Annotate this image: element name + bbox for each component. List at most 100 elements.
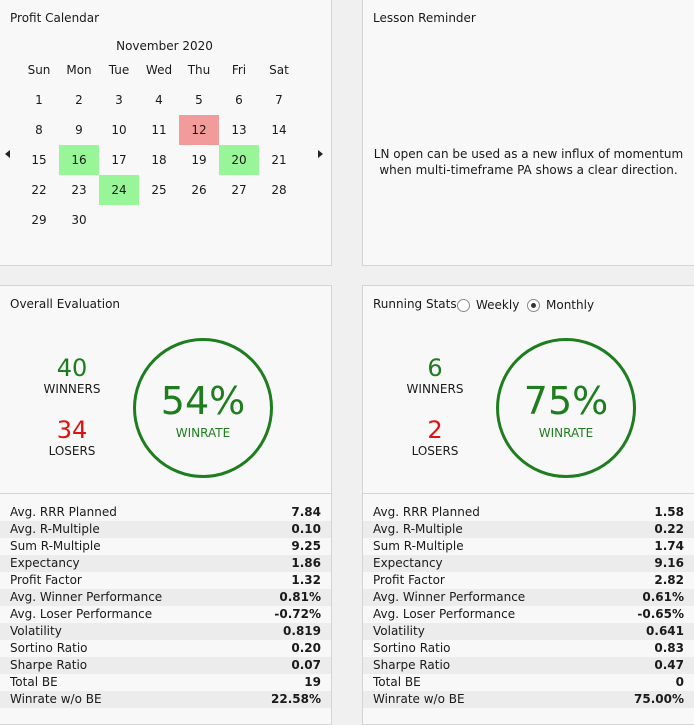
stat-row: Avg. RRR Planned 1.58 [363,504,694,521]
calendar-day[interactable]: 5 [195,93,203,107]
divider [0,493,331,494]
calendar-day[interactable]: 3 [115,93,123,107]
stat-value: 0.61% [642,590,684,604]
monthly-radio[interactable]: Monthly [527,298,594,312]
calendar-day[interactable]: 19 [191,153,207,167]
stat-value: 1.86 [291,556,321,570]
winners-number: 40 [56,354,88,382]
stat-value: 0.819 [283,624,321,638]
calendar-day[interactable]: 27 [231,183,247,197]
calendar-day[interactable]: 12 [179,115,219,145]
stat-row: Sum R-Multiple 1.74 [363,538,694,555]
stat-label: Sortino Ratio [373,641,451,655]
profit-calendar-panel: Profit Calendar November 2020 Sun Mon Tue W… [0,0,332,266]
stat-row: Total BE 19 [0,674,331,691]
radio-circle-icon[interactable] [457,298,470,312]
stat-label: Sum R-Multiple [373,539,464,553]
winners-count: 40 WINNERS [32,354,112,396]
calendar-day[interactable]: 11 [151,123,167,137]
panel-title: Profit Calendar [10,11,100,25]
winners-label: WINNERS [43,382,101,396]
stat-row: Sortino Ratio 0.83 [363,640,694,657]
stat-value: 19 [304,675,321,689]
stat-label: Avg. RRR Planned [10,505,117,519]
stat-value: 0.10 [291,522,321,536]
weekly-radio[interactable]: Weekly [457,298,519,312]
calendar-day[interactable]: 26 [191,183,207,197]
stats-table: Avg. RRR Planned 7.84 Avg. R-Multiple 0.10 S… [0,504,331,708]
calendar-day[interactable]: 7 [275,93,283,107]
stat-label: Avg. R-Multiple [10,522,100,536]
stat-row: Sharpe Ratio 0.47 [363,657,694,674]
stat-value: 7.84 [291,505,321,519]
calendar-day[interactable]: 1 [35,93,43,107]
calendar-day[interactable]: 21 [271,153,287,167]
stat-label: Avg. RRR Planned [373,505,480,519]
stat-value: 0.22 [654,522,684,536]
losers-number: 34 [56,416,88,444]
stat-row: Avg. RRR Planned 7.84 [0,504,331,521]
previous-month-arrow-icon[interactable] [5,150,10,158]
stat-label: Avg. R-Multiple [373,522,463,536]
radio-selected-icon[interactable] [527,298,540,312]
calendar-day[interactable]: 28 [271,183,287,197]
stat-value: -0.65% [637,607,684,621]
weekday-label: Thu [187,63,211,77]
calendar-day[interactable]: 30 [71,213,87,227]
stat-row: Avg. Loser Performance -0.72% [0,606,331,623]
losers-count: 34 LOSERS [32,416,112,458]
stat-value: 75.00% [634,692,684,706]
stat-label: Winrate w/o BE [373,692,465,706]
losers-label: LOSERS [48,444,96,458]
winners-count: 6 WINNERS [395,354,475,396]
stat-label: Total BE [373,675,421,689]
stat-value: 0.81% [279,590,321,604]
calendar-day[interactable]: 20 [219,145,259,175]
monthly-radio-label: Monthly [546,298,595,312]
next-month-arrow-icon[interactable] [318,150,323,158]
weekday-label: Tue [108,63,130,77]
calendar-day[interactable]: 4 [155,93,163,107]
losers-count: 2 LOSERS [395,416,475,458]
calendar-day[interactable]: 13 [231,123,247,137]
calendar-month-label: November 2020 [116,39,213,53]
lesson-text: LN open can be used as a new influx of m… [373,146,684,178]
stat-row: Total BE 0 [363,674,694,691]
calendar-day[interactable]: 23 [71,183,87,197]
calendar-day[interactable]: 10 [111,123,127,137]
stat-row: Volatility 0.641 [363,623,694,640]
stat-label: Sortino Ratio [10,641,88,655]
calendar-day[interactable]: 16 [59,145,99,175]
panel-title: Overall Evaluation [10,297,121,311]
stat-label: Avg. Winner Performance [373,590,526,604]
calendar-day[interactable]: 18 [151,153,167,167]
stat-row: Volatility 0.819 [0,623,331,640]
calendar-day[interactable]: 14 [271,123,287,137]
calendar-day[interactable]: 9 [75,123,83,137]
stat-row: Profit Factor 2.82 [363,572,694,589]
stat-label: Volatility [373,624,425,638]
stat-value: 0.83 [654,641,684,655]
stat-value: 0 [675,675,684,689]
calendar-day[interactable]: 29 [31,213,47,227]
winrate-percent: 75% [523,379,609,423]
calendar-day[interactable]: 25 [151,183,167,197]
stat-row: Profit Factor 1.32 [0,572,331,589]
calendar-day[interactable]: 24 [99,175,139,205]
stat-value: 1.58 [654,505,684,519]
stat-row: Sortino Ratio 0.20 [0,640,331,657]
stat-label: Profit Factor [373,573,445,587]
calendar-day[interactable]: 8 [35,123,43,137]
weekday-label: Sat [269,63,289,77]
calendar-day[interactable]: 17 [111,153,127,167]
calendar-day[interactable]: 15 [31,153,47,167]
calendar-day[interactable]: 6 [235,93,243,107]
stat-label: Total BE [10,675,58,689]
stat-label: Expectancy [373,556,443,570]
stat-row: Winrate w/o BE 22.58% [0,691,331,708]
calendar-day[interactable]: 2 [75,93,83,107]
calendar-day[interactable]: 22 [31,183,47,197]
stat-label: Volatility [10,624,62,638]
stat-label: Avg. Loser Performance [373,607,516,621]
stat-row: Avg. Loser Performance -0.65% [363,606,694,623]
